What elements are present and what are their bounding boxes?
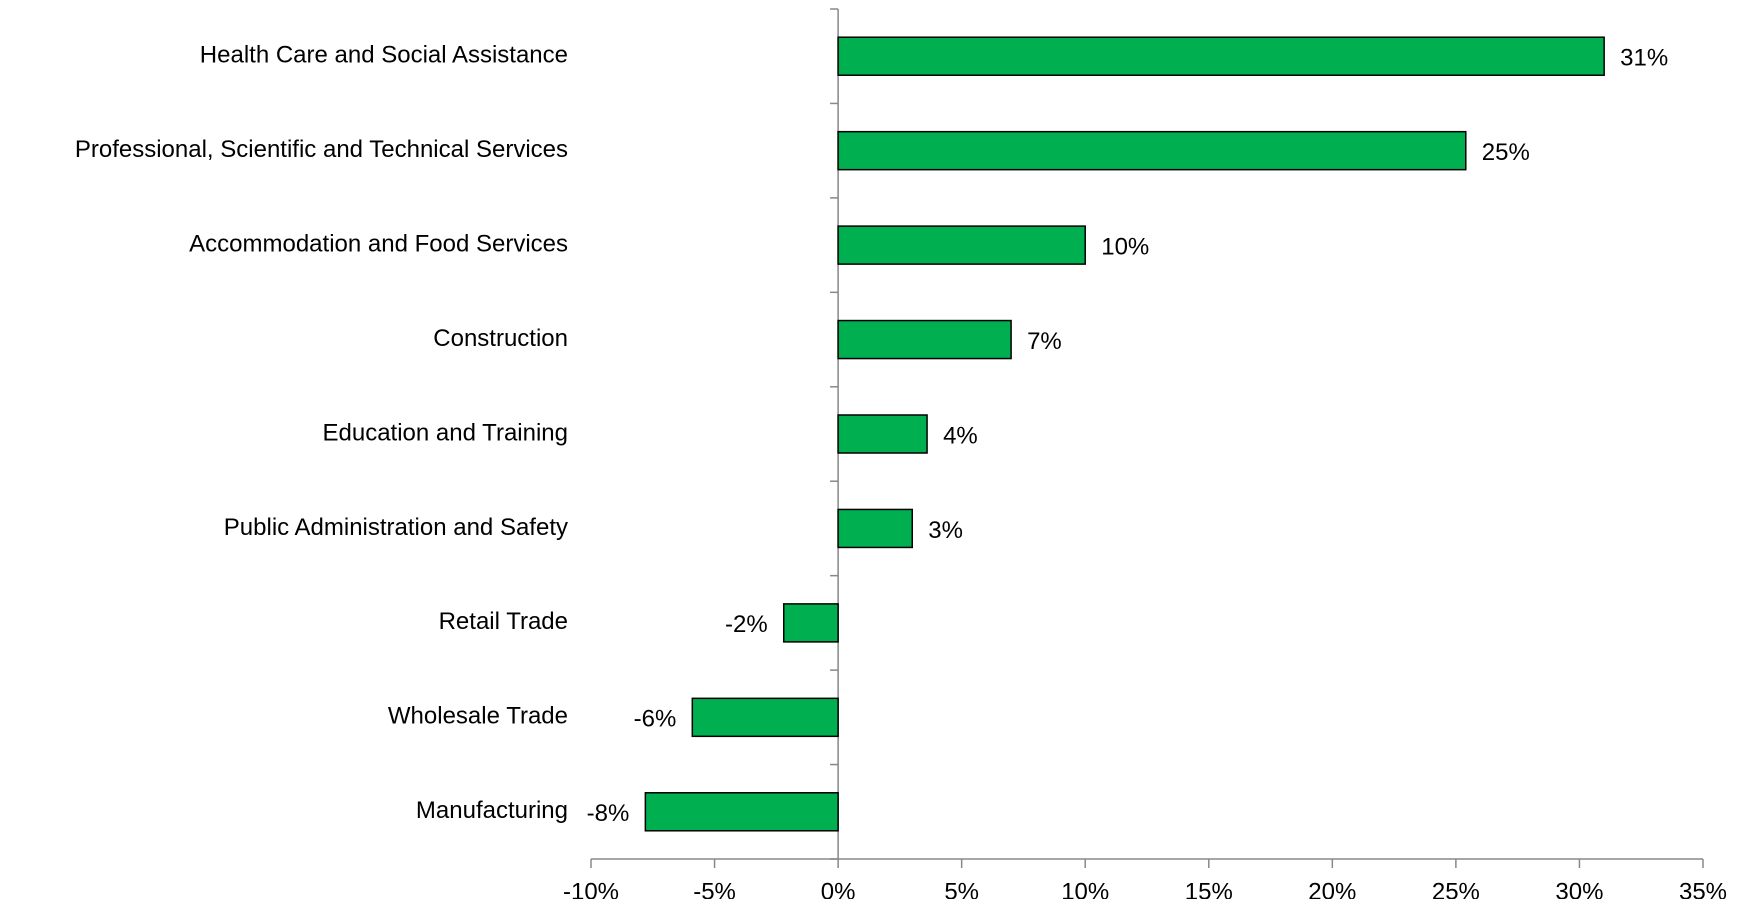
x-tick-label: 0% — [821, 878, 856, 899]
x-tick-label: -10% — [563, 878, 619, 899]
category-label: Wholesale Trade — [388, 703, 568, 730]
category-label: Construction — [433, 325, 568, 352]
value-label: 7% — [1027, 328, 1062, 355]
bar — [782, 603, 839, 643]
x-tick-label: 20% — [1308, 878, 1356, 899]
bar — [837, 508, 913, 549]
bar — [837, 130, 1467, 171]
x-tick-label: 10% — [1061, 878, 1109, 899]
category-label: Health Care and Social Assistance — [200, 42, 568, 69]
category-label: Retail Trade — [439, 608, 568, 635]
value-label: -2% — [725, 611, 768, 638]
x-tick-label: 5% — [944, 878, 979, 899]
bar — [837, 36, 1605, 76]
category-label: Professional, Scientific and Technical S… — [75, 136, 568, 163]
value-label: -8% — [587, 800, 630, 827]
value-label: -6% — [634, 706, 677, 733]
bar — [837, 319, 1012, 360]
value-label: 25% — [1482, 139, 1530, 166]
value-label: 10% — [1101, 233, 1149, 260]
category-label: Manufacturing — [416, 797, 568, 824]
x-tick-label: -5% — [693, 878, 736, 899]
x-tick-label: 25% — [1432, 878, 1480, 899]
bar — [644, 792, 839, 832]
category-label: Education and Training — [322, 419, 568, 446]
category-label: Accommodation and Food Services — [189, 230, 568, 257]
x-tick-label: 15% — [1185, 878, 1233, 899]
value-label: 3% — [928, 517, 963, 544]
value-label: 4% — [943, 422, 978, 449]
bar — [837, 414, 928, 454]
bar — [837, 225, 1086, 265]
category-label: Public Administration and Safety — [224, 514, 568, 541]
x-tick-label: 35% — [1679, 878, 1727, 899]
x-tick-label: 30% — [1555, 878, 1603, 899]
bar — [691, 697, 839, 738]
value-label: 31% — [1620, 45, 1668, 72]
